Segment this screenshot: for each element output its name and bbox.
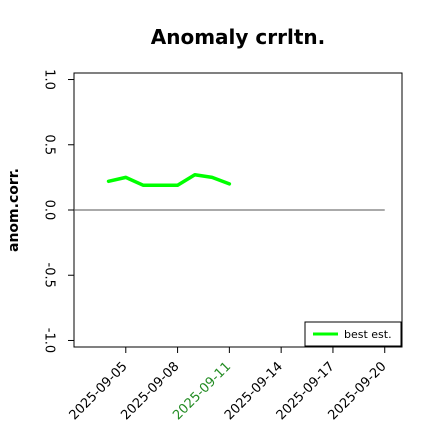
y-axis-label: anom.corr. [6, 168, 22, 252]
legend-label: best est. [344, 328, 392, 341]
data-point [228, 182, 231, 186]
series-line [106, 173, 232, 187]
data-point [141, 184, 145, 187]
data-point [159, 184, 162, 187]
data-point [210, 176, 214, 179]
legend: best est. [304, 321, 402, 347]
data-point [193, 173, 197, 176]
y-tick-label: 0.5 [42, 134, 57, 155]
data-point [107, 180, 110, 183]
data-point [124, 176, 127, 179]
data-point [176, 184, 179, 187]
y-tick-label: -1.0 [42, 328, 57, 353]
y-tick-label: 0.0 [42, 200, 57, 221]
y-tick-label: -0.5 [42, 263, 57, 288]
chart-title: Anomaly crrltn. [151, 25, 325, 49]
y-tick-label: 1.0 [42, 69, 57, 90]
